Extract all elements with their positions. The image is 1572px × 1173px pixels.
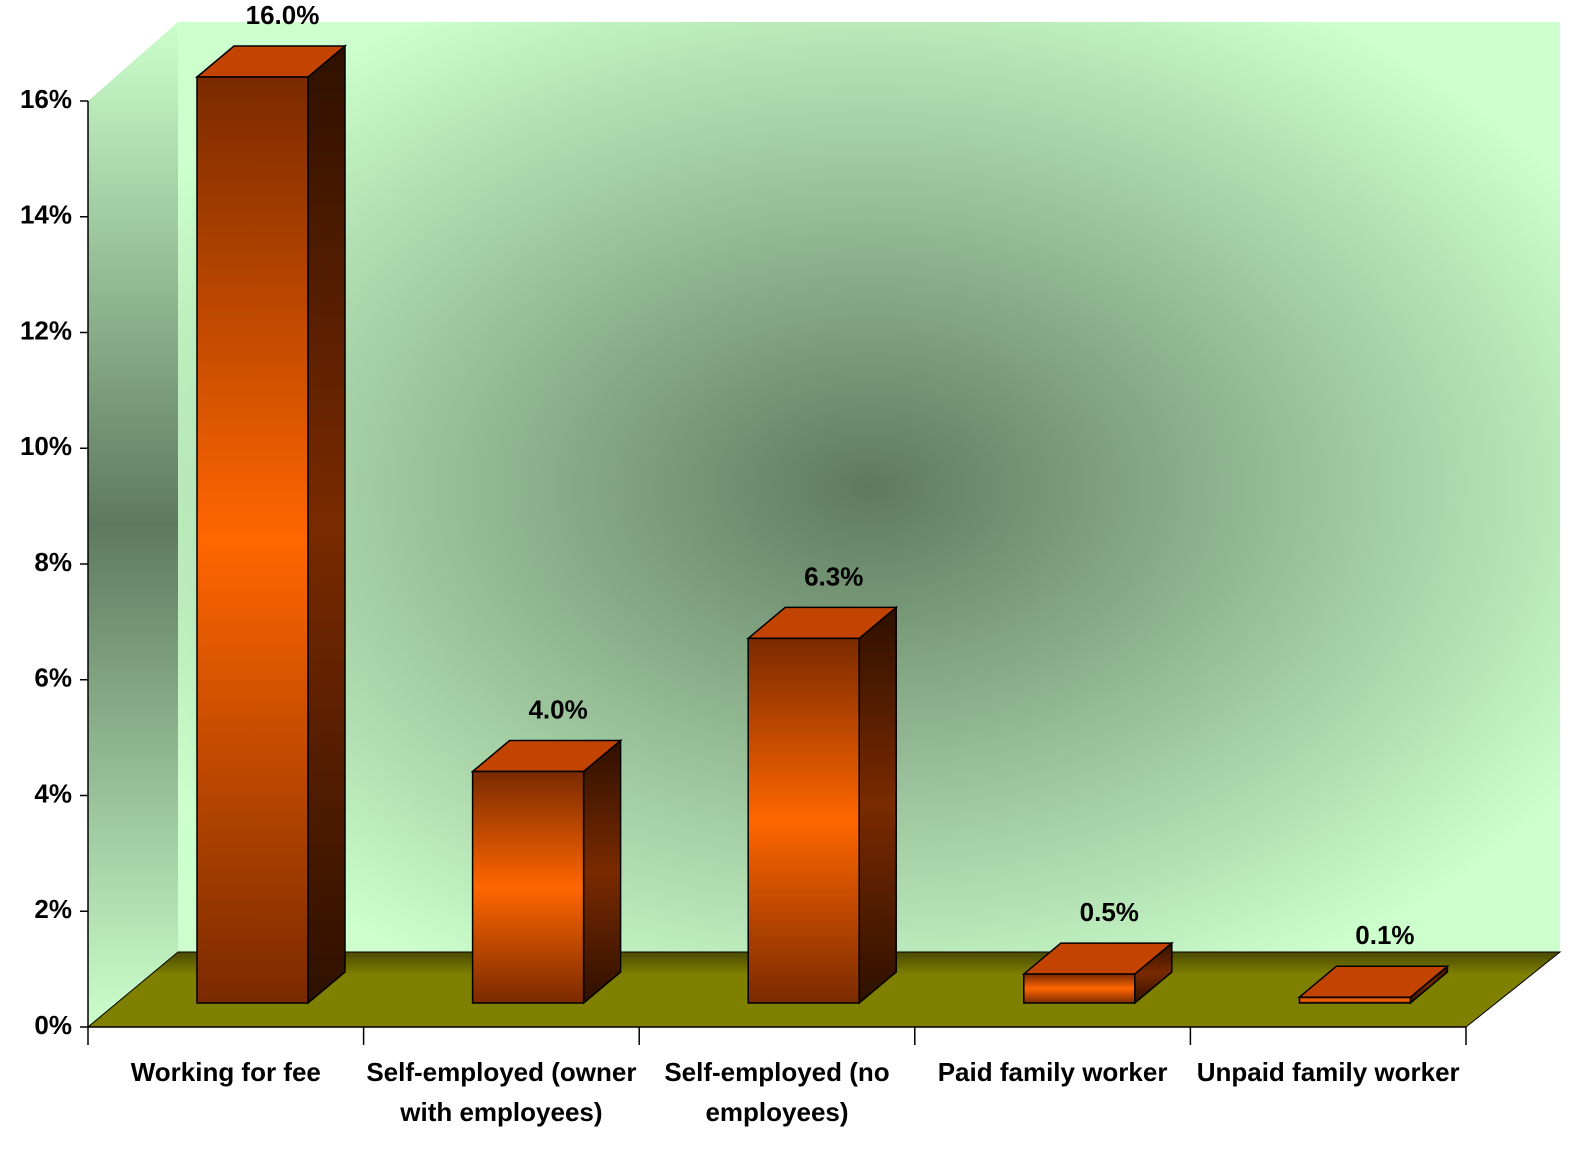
bar — [471, 770, 585, 1004]
value-label: 0.5% — [1080, 897, 1139, 927]
x-tick-label: Working for fee — [130, 1057, 321, 1087]
side-wall — [88, 22, 178, 1027]
x-tick-label: Self-employed (no employees) — [664, 1057, 890, 1127]
x-tick-label: Self-employed (owner with employees) — [366, 1057, 637, 1127]
y-tick-label: 4% — [34, 778, 72, 808]
x-tick-label: Unpaid family worker — [1196, 1057, 1460, 1087]
bar — [196, 76, 309, 1004]
bar-side — [858, 605, 897, 1005]
y-tick-label: 14% — [20, 200, 72, 230]
y-tick-label: 8% — [34, 547, 72, 577]
y-tick-label: 0% — [34, 1010, 72, 1040]
value-label: 4.0% — [528, 694, 587, 724]
bar-side — [582, 738, 622, 1005]
y-tick-label: 10% — [20, 431, 72, 461]
value-label: 6.3% — [804, 561, 863, 591]
bar-side — [307, 44, 346, 1005]
bar — [1298, 996, 1412, 1004]
bar — [1023, 973, 1136, 1004]
y-tick-label: 2% — [34, 894, 72, 924]
y-tick-label: 16% — [20, 84, 72, 114]
y-tick-label: 6% — [34, 663, 72, 693]
x-tick-label: Paid family worker — [937, 1057, 1168, 1087]
value-label: 0.1% — [1355, 920, 1414, 950]
value-label: 16.0% — [246, 0, 320, 30]
y-tick-label: 12% — [20, 315, 72, 345]
bar — [747, 637, 860, 1004]
